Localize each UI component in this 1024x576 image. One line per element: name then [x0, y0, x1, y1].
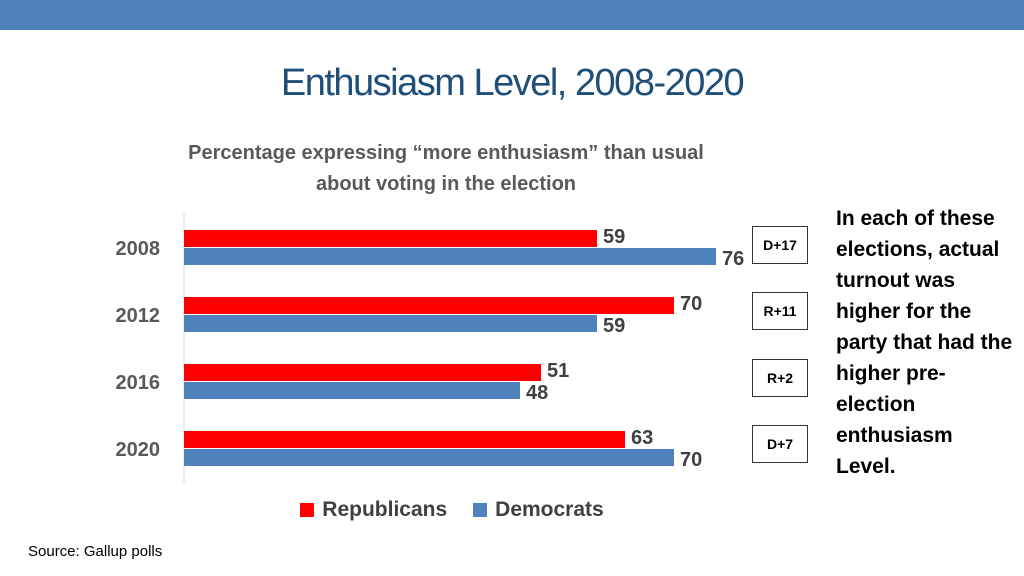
legend-item-democrats: Democrats	[473, 498, 604, 522]
gap-box-2008: D+17	[752, 226, 808, 264]
bar-republicans-2008	[184, 230, 597, 247]
data-label-democrats-2012: 59	[603, 315, 625, 337]
slide-title: Enthusiasm Level, 2008-2020	[280, 62, 745, 104]
data-label-republicans-2020: 63	[631, 427, 653, 449]
gap-box-2016: R+2	[752, 359, 808, 397]
top-banner	[0, 0, 1024, 30]
gap-box-2020: D+7	[752, 425, 808, 463]
data-label-republicans-2008: 59	[603, 226, 625, 248]
source-note: Source: Gallup polls	[28, 543, 163, 560]
gap-box-2012: R+11	[752, 292, 808, 330]
bar-republicans-2020	[184, 431, 625, 448]
legend-label-republicans: Republicans	[322, 498, 448, 521]
bar-democrats-2016	[184, 382, 520, 399]
turnout-note: In each of these elections, actual turno…	[836, 207, 1013, 478]
chart-legend: Republicans Democrats	[0, 498, 902, 522]
data-label-democrats-2020: 70	[680, 449, 702, 471]
category-label-2008: 2008	[116, 238, 161, 260]
legend-item-republicans: Republicans	[300, 498, 447, 522]
data-label-democrats-2016: 48	[526, 382, 548, 404]
chart-subtitle-line-2: about voting in the election	[316, 173, 576, 195]
category-label-2016: 2016	[116, 372, 161, 394]
legend-swatch-republicans	[300, 503, 315, 517]
data-label-republicans-2012: 70	[680, 293, 702, 315]
category-label-2012: 2012	[116, 305, 161, 327]
bar-republicans-2016	[184, 364, 541, 381]
legend-label-democrats: Democrats	[495, 498, 604, 521]
data-label-republicans-2016: 51	[547, 360, 569, 382]
bar-democrats-2012	[184, 315, 597, 332]
chart-subtitle: Percentage expressing “more enthusiasm” …	[146, 138, 746, 200]
data-label-democrats-2008: 76	[722, 248, 744, 270]
category-label-2020: 2020	[116, 439, 161, 461]
chart-subtitle-line-1: Percentage expressing “more enthusiasm” …	[188, 142, 704, 164]
bar-democrats-2020	[184, 449, 674, 466]
legend-swatch-democrats	[473, 503, 488, 517]
bar-republicans-2012	[184, 297, 674, 314]
bar-democrats-2008	[184, 248, 716, 265]
